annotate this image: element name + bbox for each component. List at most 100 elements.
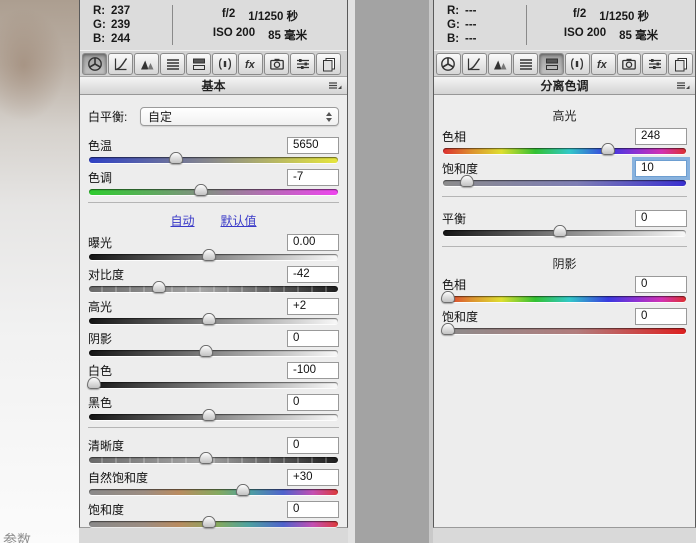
slider-thumb[interactable]	[199, 345, 214, 357]
workspace-gap	[348, 0, 433, 543]
histogram-info-header: R: 237 G: 239 B: 244 f/2 1/1250 秒 ISO 200 8…	[80, 0, 347, 50]
balance-slider[interactable]	[443, 225, 686, 237]
tint-slider[interactable]	[89, 184, 338, 196]
iso-value: ISO 200	[212, 26, 256, 39]
tab-basic[interactable]	[82, 52, 107, 75]
clarity-slider[interactable]	[89, 452, 338, 464]
exposure-slider[interactable]	[89, 249, 338, 261]
tint-input[interactable]	[287, 168, 339, 186]
exposure-input[interactable]	[287, 233, 339, 251]
slider-thumb[interactable]	[201, 313, 216, 325]
tab-presets[interactable]	[290, 52, 315, 75]
defaults-link[interactable]: 默认值	[220, 213, 257, 228]
blacks-label: 黑色	[88, 395, 113, 410]
g-value: 239	[111, 19, 131, 31]
rgb-readout: R: --- G: --- B: ---	[434, 4, 526, 46]
temperature-row: 色温	[88, 136, 339, 164]
slider-thumb[interactable]	[151, 281, 166, 293]
highlights-section-header: 高光	[552, 109, 577, 123]
white-balance-row: 白平衡: 自定	[88, 107, 339, 126]
tab-hsl-grayscale[interactable]	[513, 52, 539, 75]
tab-tone-curve[interactable]	[108, 52, 133, 75]
slider-thumb[interactable]	[201, 249, 216, 261]
histogram-info-header: R: --- G: --- B: --- f/2 1/1250 秒 ISO 200 8…	[434, 0, 695, 50]
shadows-slider[interactable]	[89, 345, 338, 357]
exposure-row: 曝光	[88, 233, 339, 261]
white-balance-value: 自定	[148, 110, 173, 124]
aperture-value: f/2	[572, 7, 587, 20]
slider-thumb[interactable]	[194, 184, 209, 196]
highlights-input[interactable]	[287, 297, 339, 315]
slider-thumb[interactable]	[201, 409, 216, 421]
contrast-input[interactable]	[287, 265, 339, 283]
vibrance-input[interactable]	[287, 468, 339, 486]
slider-thumb[interactable]	[440, 323, 455, 335]
shadow-hue-input[interactable]	[635, 275, 687, 293]
shadow-hue-label: 色相	[442, 277, 467, 292]
highlight-saturation-input[interactable]	[635, 159, 687, 177]
slider-thumb[interactable]	[236, 484, 251, 496]
slider-thumb[interactable]	[460, 175, 475, 187]
tab-lens-corrections[interactable]	[212, 52, 237, 75]
shadows-row: 阴影	[88, 329, 339, 357]
tab-effects[interactable]	[238, 52, 263, 75]
rgb-readout: R: 237 G: 239 B: 244	[80, 4, 172, 46]
basic-icon	[440, 56, 456, 72]
shadows-input[interactable]	[287, 329, 339, 347]
tab-camera-calibration[interactable]	[264, 52, 289, 75]
panel-tab-strip	[80, 50, 347, 77]
tab-snapshots[interactable]	[316, 52, 341, 75]
tab-detail[interactable]	[487, 52, 513, 75]
whites-slider[interactable]	[86, 377, 338, 389]
slider-thumb[interactable]	[201, 516, 216, 528]
white-balance-select[interactable]: 自定	[140, 107, 339, 126]
highlight-saturation-row: 饱和度	[442, 159, 687, 187]
blacks-input[interactable]	[287, 393, 339, 411]
slider-thumb[interactable]	[601, 143, 616, 155]
tab-camera-calibration[interactable]	[616, 52, 642, 75]
slider-thumb[interactable]	[169, 152, 184, 164]
shadow-saturation-slider[interactable]	[440, 323, 686, 335]
tone-curve-icon	[466, 56, 482, 72]
panel-menu-icon[interactable]	[676, 81, 690, 91]
basic-panel-content: 白平衡: 自定 色温 色调 自动	[80, 95, 347, 528]
saturation-slider[interactable]	[89, 516, 338, 528]
saturation-input[interactable]	[287, 500, 339, 518]
slider-thumb[interactable]	[199, 452, 214, 464]
r-label: R:	[93, 5, 106, 17]
detail-icon	[492, 56, 508, 72]
contrast-slider[interactable]	[89, 281, 338, 293]
vibrance-row: 自然饱和度	[88, 468, 339, 496]
whites-input[interactable]	[287, 361, 339, 379]
highlights-slider[interactable]	[89, 313, 338, 325]
tab-split-toning[interactable]	[186, 52, 211, 75]
highlight-saturation-slider[interactable]	[443, 175, 686, 187]
balance-input[interactable]	[635, 209, 687, 227]
tab-detail[interactable]	[134, 52, 159, 75]
blacks-slider[interactable]	[89, 409, 338, 421]
tab-hsl-grayscale[interactable]	[160, 52, 185, 75]
clarity-input[interactable]	[287, 436, 339, 454]
shadow-saturation-input[interactable]	[635, 307, 687, 325]
tab-effects[interactable]	[590, 52, 616, 75]
temperature-input[interactable]	[287, 136, 339, 154]
vibrance-slider[interactable]	[89, 484, 338, 496]
highlight-hue-slider[interactable]	[443, 143, 686, 155]
slider-thumb[interactable]	[86, 377, 101, 389]
tab-basic[interactable]	[436, 52, 461, 75]
shadow-hue-row: 色相	[440, 275, 687, 303]
tab-tone-curve[interactable]	[461, 52, 487, 75]
highlight-hue-input[interactable]	[635, 127, 687, 145]
camera-calibration-icon	[621, 56, 637, 72]
tab-presets[interactable]	[642, 52, 668, 75]
tab-snapshots[interactable]	[668, 52, 693, 75]
shadow-hue-slider[interactable]	[440, 291, 686, 303]
temperature-slider[interactable]	[89, 152, 338, 164]
auto-link[interactable]: 自动	[170, 213, 195, 228]
slider-thumb[interactable]	[440, 291, 455, 303]
tab-lens-corrections[interactable]	[564, 52, 590, 75]
slider-thumb[interactable]	[552, 225, 567, 237]
panel-menu-icon[interactable]	[328, 81, 342, 91]
vibrance-label: 自然饱和度	[88, 470, 149, 485]
tab-split-toning[interactable]	[539, 52, 564, 75]
